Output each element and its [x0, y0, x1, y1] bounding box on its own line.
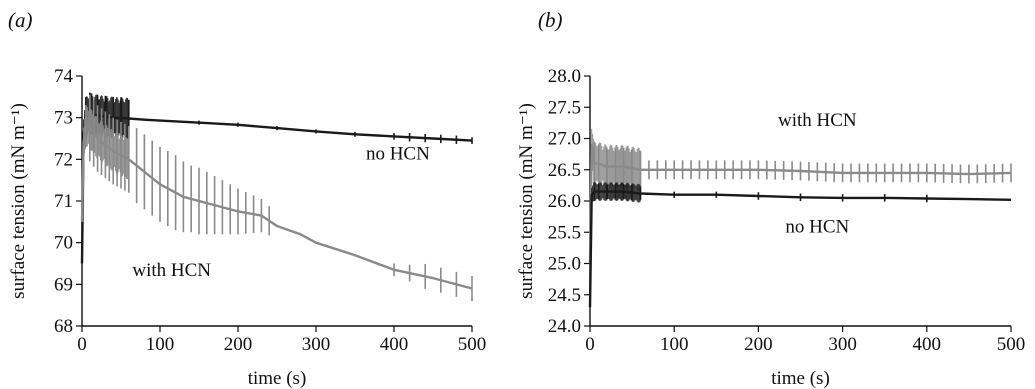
y-tick-label: 24.0: [548, 316, 581, 337]
x-tick-label: 400: [913, 334, 942, 355]
annotation-label: with HCN: [132, 260, 211, 281]
x-tick-label: 400: [380, 334, 409, 355]
x-axis-title: time (s): [248, 368, 307, 389]
y-tick-label: 68: [54, 316, 73, 337]
x-tick-label: 0: [77, 334, 87, 355]
annotation-label: no HCN: [785, 216, 849, 237]
x-tick-label: 500: [458, 334, 487, 355]
panel-a: 68 69 70 71 72 73 74 0 100 200 300 400 500 time (s) su…: [8, 66, 486, 389]
y-tick-label: 25.5: [548, 222, 581, 243]
x-tick-label: 300: [828, 334, 857, 355]
y-tick-label: 27.0: [548, 129, 581, 150]
x-tick-label: 0: [585, 334, 595, 355]
y-tick-label: 28.0: [548, 66, 581, 87]
y-tick-label: 73: [54, 108, 73, 129]
y-tick-label: 74: [54, 66, 74, 87]
series-2: [80, 94, 473, 301]
y-tick-label: 70: [54, 233, 73, 254]
x-axis-title: time (s): [771, 368, 830, 389]
annotation-label: with HCN: [778, 110, 857, 131]
x-tick-label: 300: [302, 334, 331, 355]
y-axis-title: surface tension (mN m⁻¹): [8, 103, 29, 299]
panel-label-a: (a): [8, 8, 33, 32]
series-line: [588, 190, 1012, 308]
x-tick-label: 200: [744, 334, 773, 355]
x-tick-label: 200: [224, 334, 253, 355]
annotation-label: no HCN: [366, 143, 430, 164]
x-tick-label: 100: [660, 334, 689, 355]
y-tick-label: 24.5: [548, 285, 581, 306]
y-axis-title: surface tension (mN m⁻¹): [516, 103, 537, 299]
series-1: [80, 92, 473, 264]
y-tick-label: 69: [54, 274, 73, 295]
series-1: [588, 128, 1012, 264]
y-tick-label: 26.0: [548, 191, 581, 212]
x-tick-label: 100: [146, 334, 175, 355]
series-line: [588, 143, 1012, 264]
panel-b: 24.0 24.5 25.0 25.5 26.0 26.5 27.0 27.5 28.0 0 100…: [516, 66, 1025, 389]
y-tick-label: 71: [54, 191, 73, 212]
y-tick-label: 72: [54, 149, 73, 170]
x-tick-label: 500: [997, 334, 1026, 355]
series-line: [80, 124, 473, 290]
y-tick-label: 25.0: [548, 254, 581, 275]
panel-label-b: (b): [538, 8, 563, 32]
series-line: [80, 112, 473, 264]
series-2: [588, 182, 1012, 308]
y-tick-label: 26.5: [548, 160, 581, 181]
y-tick-label: 27.5: [548, 97, 581, 118]
